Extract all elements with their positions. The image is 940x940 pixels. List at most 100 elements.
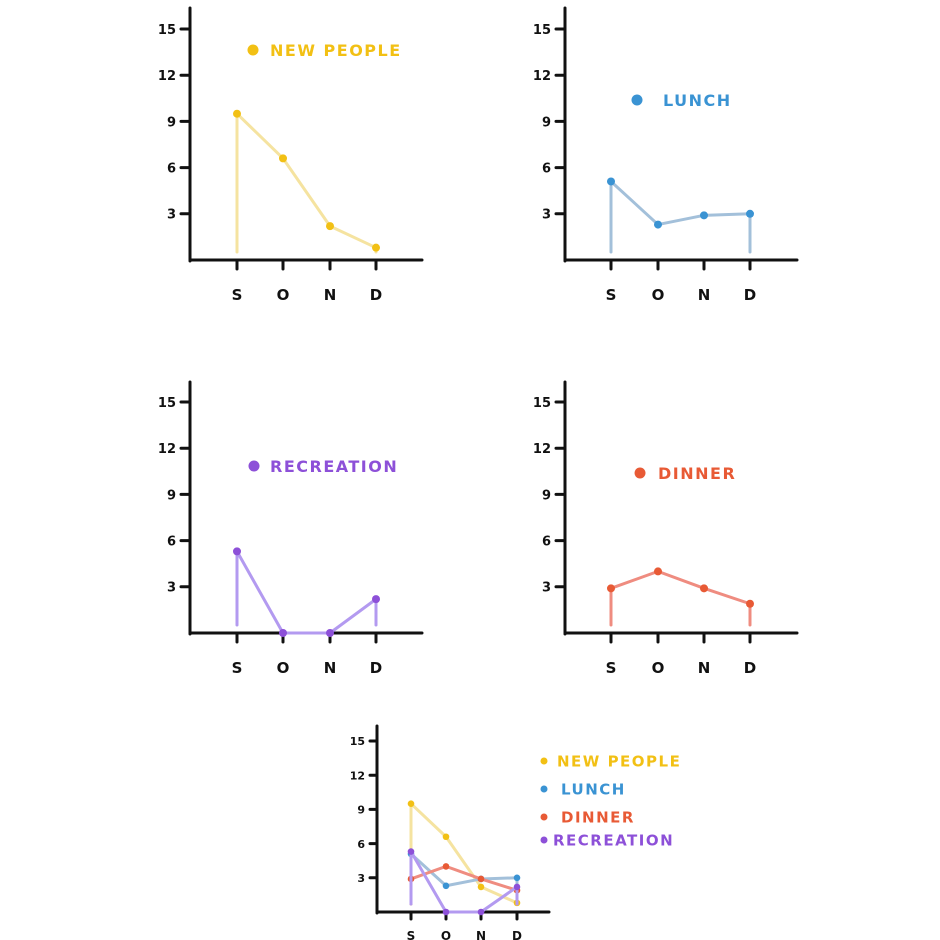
series-line — [235, 549, 378, 635]
y-tick-label: 6 — [357, 838, 365, 851]
x-tick-label: O — [652, 659, 665, 677]
data-point — [654, 567, 662, 576]
legend-label: LUNCH — [561, 780, 626, 798]
x-tick-label: N — [698, 286, 711, 304]
y-tick-label: 15 — [533, 396, 551, 411]
legend-label: RECREATION — [553, 831, 674, 849]
legend-item-dinner: DINNER — [540, 808, 635, 826]
y-tick-label: 12 — [533, 69, 551, 84]
legend-label: DINNER — [658, 464, 736, 483]
chart-panel-4: 3 6 9 12 15 S O N D DINNER — [533, 380, 799, 677]
legend-dot — [540, 785, 548, 793]
x-tick-label: S — [407, 929, 416, 940]
y-tick-label: 3 — [542, 581, 551, 596]
series-line — [409, 802, 519, 905]
x-tick-label: D — [370, 659, 382, 677]
x-tick-label: N — [476, 929, 486, 940]
y-tick-label: 15 — [350, 735, 365, 748]
x-tick-label: N — [324, 659, 337, 677]
data-point — [607, 584, 615, 593]
x-tick-label: N — [324, 286, 337, 304]
series-line — [609, 179, 752, 227]
series-line — [409, 852, 519, 888]
legend-dot — [540, 813, 548, 821]
data-point — [279, 154, 287, 163]
legend-item-recreation: RECREATION — [540, 831, 674, 849]
x-tick-label: D — [512, 929, 522, 940]
data-point — [407, 800, 415, 807]
x-tick-label: N — [698, 659, 711, 677]
y-tick-label: 9 — [542, 115, 551, 130]
y-tick-label: 12 — [158, 442, 176, 457]
data-point — [279, 629, 287, 637]
x-tick-label: D — [744, 659, 756, 677]
data-point — [746, 599, 754, 608]
data-point — [407, 848, 415, 855]
chart-panel-5: 3 6 9 12 15 S O N D NEW PEOPLE LUNCH DINNER RECREATI… — [350, 724, 681, 940]
data-point — [442, 833, 450, 841]
data-point — [746, 209, 754, 218]
data-point — [233, 547, 241, 556]
data-point — [477, 908, 485, 916]
axes: 3 6 9 12 15 S O N D — [533, 380, 799, 677]
data-point — [700, 584, 708, 593]
data-point — [513, 874, 521, 882]
data-point — [233, 109, 241, 118]
legend-item-lunch: LUNCH — [540, 780, 626, 798]
legend-item-dinner: DINNER — [634, 464, 736, 483]
y-tick-label: 3 — [167, 581, 176, 596]
x-tick-label: O — [277, 659, 290, 677]
series-dinner — [607, 567, 754, 627]
x-tick-label: S — [232, 659, 243, 677]
chart-panel-2: 3 6 9 12 15 S O N D LUNCH — [533, 6, 799, 304]
legend-dot — [247, 44, 259, 56]
legend-label: RECREATION — [270, 457, 398, 476]
y-tick-label: 15 — [158, 396, 176, 411]
y-tick-label: 9 — [167, 488, 176, 503]
y-tick-label: 12 — [533, 442, 551, 457]
x-tick-label: S — [606, 286, 617, 304]
x-tick-label: O — [277, 286, 290, 304]
x-tick-label: S — [606, 659, 617, 677]
axes: 3 6 9 12 15 S O N D — [158, 6, 424, 304]
legend-item-new-people: NEW PEOPLE — [247, 41, 402, 60]
data-point — [700, 211, 708, 220]
x-tick-label: O — [652, 286, 665, 304]
data-point — [513, 883, 521, 891]
x-tick-label: S — [232, 286, 243, 304]
legend-dot — [634, 467, 646, 479]
legend-item-new-people: NEW PEOPLE — [540, 752, 681, 770]
legend-label: LUNCH — [663, 91, 732, 110]
legend-dot — [540, 836, 548, 844]
legend-dot — [631, 94, 643, 106]
legend-label: NEW PEOPLE — [557, 752, 681, 770]
data-point — [442, 882, 450, 890]
y-tick-label: 9 — [542, 488, 551, 503]
series-new-people — [233, 109, 380, 254]
data-point — [372, 595, 380, 604]
legend-label: NEW PEOPLE — [270, 41, 402, 60]
y-tick-label: 6 — [542, 535, 551, 550]
series-recreation — [233, 547, 380, 637]
series-line — [609, 569, 752, 606]
axes: 3 6 9 12 15 S O N D — [350, 724, 551, 940]
y-tick-label: 15 — [158, 23, 176, 38]
y-tick-label: 15 — [533, 23, 551, 38]
chart-panel-1: 3 6 9 12 15 S O N D NEW PEOPLE — [158, 6, 424, 304]
data-point — [442, 863, 450, 870]
y-tick-label: 6 — [542, 162, 551, 177]
series-line — [235, 112, 378, 250]
y-tick-label: 12 — [350, 769, 365, 782]
data-point — [372, 243, 380, 252]
series-recreation — [407, 848, 521, 916]
series-line — [409, 850, 519, 914]
legend-dot — [540, 757, 548, 765]
data-point — [477, 883, 485, 891]
series-lunch — [607, 177, 754, 254]
legend-label: DINNER — [561, 808, 635, 826]
data-point — [442, 908, 450, 916]
y-tick-label: 3 — [167, 208, 176, 223]
x-tick-label: D — [370, 286, 382, 304]
y-tick-label: 3 — [542, 208, 551, 223]
